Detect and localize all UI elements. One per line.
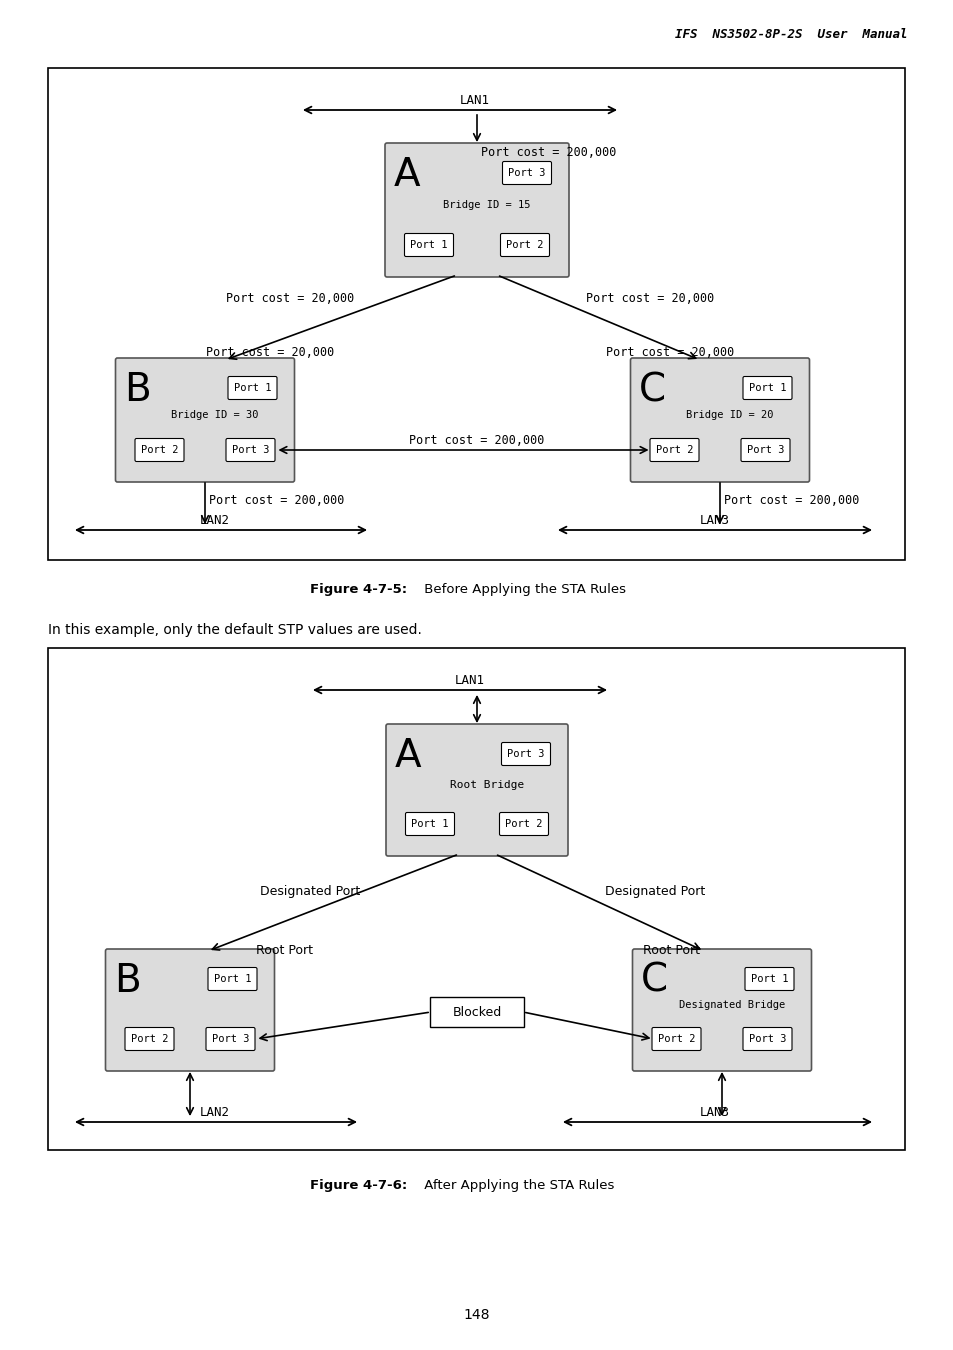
Text: IFS  NS3502-8P-2S  User  Manual: IFS NS3502-8P-2S User Manual: [675, 28, 907, 42]
FancyBboxPatch shape: [135, 439, 184, 462]
FancyBboxPatch shape: [106, 949, 274, 1071]
Text: Bridge ID = 20: Bridge ID = 20: [685, 410, 773, 420]
FancyBboxPatch shape: [385, 143, 568, 277]
Text: Root Port: Root Port: [256, 944, 314, 957]
Text: Port 1: Port 1: [411, 819, 448, 829]
Text: Port 2: Port 2: [506, 240, 543, 250]
Text: Port 2: Port 2: [657, 1034, 695, 1044]
Text: A: A: [395, 737, 421, 775]
Text: Port cost = 200,000: Port cost = 200,000: [723, 494, 859, 506]
FancyBboxPatch shape: [740, 439, 789, 462]
FancyBboxPatch shape: [502, 162, 551, 185]
FancyBboxPatch shape: [742, 1027, 791, 1050]
Text: Port 3: Port 3: [232, 446, 269, 455]
FancyBboxPatch shape: [206, 1027, 254, 1050]
Text: Port 1: Port 1: [750, 973, 787, 984]
Text: Port 1: Port 1: [748, 383, 785, 393]
Text: Port 3: Port 3: [746, 446, 783, 455]
Text: Designated Port: Designated Port: [259, 886, 359, 899]
FancyBboxPatch shape: [226, 439, 274, 462]
Text: Port cost = 20,000: Port cost = 20,000: [226, 292, 354, 305]
FancyBboxPatch shape: [742, 377, 791, 400]
Bar: [48, 648, 904, 1150]
Text: B: B: [124, 371, 151, 409]
Text: Port 3: Port 3: [748, 1034, 785, 1044]
Bar: [48, 68, 904, 560]
Text: LAN1: LAN1: [459, 95, 490, 107]
Text: Port cost = 200,000: Port cost = 200,000: [480, 146, 616, 158]
Text: Port cost = 20,000: Port cost = 20,000: [585, 292, 714, 305]
Text: Port 2: Port 2: [131, 1034, 168, 1044]
FancyBboxPatch shape: [499, 813, 548, 836]
FancyBboxPatch shape: [632, 949, 811, 1071]
Text: Port cost = 20,000: Port cost = 20,000: [605, 346, 734, 359]
FancyBboxPatch shape: [649, 439, 699, 462]
FancyBboxPatch shape: [501, 743, 550, 765]
Text: LAN2: LAN2: [200, 514, 230, 526]
Text: In this example, only the default STP values are used.: In this example, only the default STP va…: [48, 622, 421, 637]
Text: Port cost = 200,000: Port cost = 200,000: [209, 494, 344, 506]
FancyBboxPatch shape: [386, 724, 567, 856]
Text: B: B: [114, 963, 141, 1000]
Text: C: C: [639, 371, 665, 409]
Text: Port cost = 20,000: Port cost = 20,000: [206, 346, 334, 359]
Text: Port 1: Port 1: [213, 973, 251, 984]
Text: Designated Port: Designated Port: [604, 886, 704, 899]
Text: Port 2: Port 2: [141, 446, 178, 455]
Text: Blocked: Blocked: [452, 1006, 501, 1018]
FancyBboxPatch shape: [228, 377, 276, 400]
FancyBboxPatch shape: [744, 968, 793, 991]
FancyBboxPatch shape: [208, 968, 256, 991]
FancyBboxPatch shape: [125, 1027, 173, 1050]
FancyBboxPatch shape: [651, 1027, 700, 1050]
Text: Port 3: Port 3: [212, 1034, 249, 1044]
Text: Port cost = 200,000: Port cost = 200,000: [409, 433, 544, 447]
FancyBboxPatch shape: [405, 813, 454, 836]
Text: Port 2: Port 2: [505, 819, 542, 829]
FancyBboxPatch shape: [500, 234, 549, 256]
Text: Designated Bridge: Designated Bridge: [679, 1000, 784, 1010]
Text: Root Port: Root Port: [643, 944, 700, 957]
FancyBboxPatch shape: [430, 998, 523, 1027]
Text: After Applying the STA Rules: After Applying the STA Rules: [419, 1179, 614, 1192]
Text: Bridge ID = 30: Bridge ID = 30: [172, 410, 258, 420]
FancyBboxPatch shape: [404, 234, 453, 256]
Text: Figure 4-7-5:: Figure 4-7-5:: [310, 583, 407, 597]
Text: Port 1: Port 1: [233, 383, 271, 393]
Text: LAN3: LAN3: [700, 1106, 729, 1119]
Text: C: C: [640, 963, 667, 1000]
Text: A: A: [394, 157, 420, 194]
FancyBboxPatch shape: [630, 358, 809, 482]
Text: Port 3: Port 3: [508, 167, 545, 178]
FancyBboxPatch shape: [115, 358, 294, 482]
Text: Before Applying the STA Rules: Before Applying the STA Rules: [419, 583, 625, 597]
Text: Bridge ID = 15: Bridge ID = 15: [443, 200, 530, 211]
Text: LAN3: LAN3: [700, 514, 729, 526]
Text: Root Bridge: Root Bridge: [450, 780, 523, 790]
Text: Port 2: Port 2: [655, 446, 693, 455]
Text: Port 1: Port 1: [410, 240, 447, 250]
Text: Figure 4-7-6:: Figure 4-7-6:: [310, 1179, 407, 1192]
Text: 148: 148: [463, 1308, 490, 1322]
Text: Port 3: Port 3: [507, 749, 544, 759]
Text: LAN1: LAN1: [455, 674, 484, 687]
Text: LAN2: LAN2: [200, 1106, 230, 1119]
